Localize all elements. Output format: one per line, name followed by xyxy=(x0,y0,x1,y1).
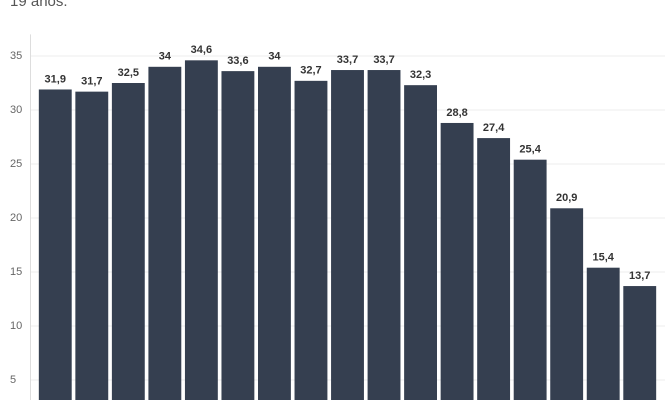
y-tick-label: 35 xyxy=(10,50,22,62)
chart-subtitle: 19 años. xyxy=(10,0,68,10)
bar xyxy=(331,70,364,400)
bar xyxy=(294,80,328,400)
value-label: 31,9 xyxy=(45,73,66,85)
bar xyxy=(148,66,182,400)
value-label: 25,4 xyxy=(519,144,541,156)
value-label: 33,7 xyxy=(337,54,358,66)
bar xyxy=(623,286,657,400)
bar xyxy=(586,267,620,400)
value-label: 20,9 xyxy=(556,192,577,204)
bar xyxy=(440,122,474,400)
bar xyxy=(111,83,145,400)
value-label: 32,7 xyxy=(300,65,321,77)
bar xyxy=(477,138,511,400)
y-tick-label: 20 xyxy=(10,212,22,224)
bar xyxy=(75,91,109,400)
bar xyxy=(550,208,584,400)
value-label: 34 xyxy=(268,51,281,63)
bar xyxy=(513,159,547,400)
value-label: 15,4 xyxy=(592,252,614,264)
y-tick-label: 30 xyxy=(10,104,22,116)
y-tick-label: 5 xyxy=(10,374,16,386)
bar xyxy=(258,66,291,400)
value-label: 33,6 xyxy=(227,55,248,67)
value-label: 31,7 xyxy=(81,76,102,88)
bar xyxy=(184,60,218,400)
value-label: 34 xyxy=(159,51,172,63)
bar xyxy=(404,85,437,400)
bar xyxy=(38,89,72,400)
y-tick-label: 15 xyxy=(10,266,22,278)
value-label: 27,4 xyxy=(483,122,505,134)
bar xyxy=(367,70,401,400)
y-tick-label: 10 xyxy=(10,320,22,332)
value-label: 34,6 xyxy=(191,44,212,56)
value-label: 28,8 xyxy=(446,107,467,119)
value-label: 33,7 xyxy=(373,54,394,66)
value-label: 32,3 xyxy=(410,69,431,81)
y-tick-label: 25 xyxy=(10,158,22,170)
value-label: 32,5 xyxy=(118,67,139,79)
bar xyxy=(221,71,255,400)
value-label: 13,7 xyxy=(629,270,650,282)
